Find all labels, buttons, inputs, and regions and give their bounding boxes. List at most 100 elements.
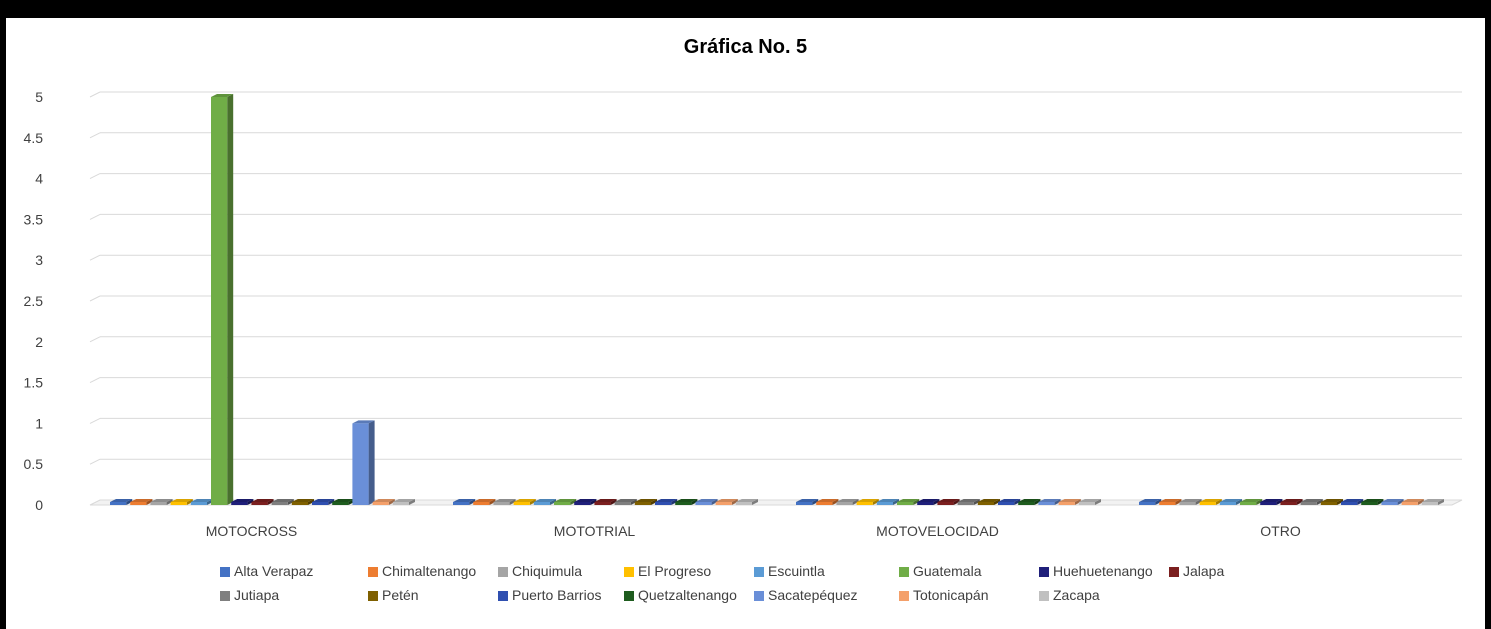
legend-swatch [498,591,508,601]
legend-item: Puerto Barrios [498,587,624,603]
bar [594,502,610,505]
y-tick-label: 0 [35,497,43,513]
x-category-label: OTRO [1260,523,1301,539]
bar [1079,502,1095,505]
x-category-label: MOTOCROSS [206,523,298,539]
legend-swatch [220,591,230,601]
bar [1341,502,1357,505]
bar [1200,502,1216,505]
bar [534,502,550,505]
legend-label: Zacapa [1053,587,1100,603]
gridline-depth [90,337,100,342]
bar [473,502,489,505]
legend-item: Totonicapán [899,587,1039,603]
bar [736,502,752,505]
y-tick-label: 1 [35,415,43,431]
y-tick-label: 1.5 [24,375,44,391]
bar [816,502,832,505]
legend-item: Zacapa [1039,587,1169,603]
x-category-label: MOTOTRIAL [554,523,636,539]
bar [1280,502,1296,505]
legend-item: Quetzaltenango [624,587,754,603]
gridline-depth [90,133,100,138]
bar [1179,502,1195,505]
bar [1381,502,1397,505]
bar [917,502,933,505]
bar [937,502,953,505]
y-tick-label: 0.5 [24,456,44,472]
gridline-depth [90,255,100,260]
gridline-depth [90,418,100,423]
bar [554,502,570,505]
bar [292,502,308,505]
bar [615,502,631,505]
bar [857,502,873,505]
bar [998,502,1014,505]
bar [1220,502,1236,505]
legend-item: Chimaltenango [368,563,498,579]
bar [1422,502,1438,505]
y-tick-label: 2.5 [24,293,44,309]
legend-item: Jutiapa [220,587,368,603]
legend-item: Petén [368,587,498,603]
bar [655,502,671,505]
bar [1301,502,1317,505]
legend-label: Puerto Barrios [512,587,601,603]
gridline-depth [90,92,100,97]
bar [1159,502,1175,505]
bar [716,502,732,505]
bar [836,502,852,505]
legend-label: Alta Verapaz [234,563,313,579]
bar [231,502,247,505]
legend-label: Chiquimula [512,563,582,579]
legend-label: El Progreso [638,563,711,579]
bar [574,502,590,505]
legend-item: Guatemala [899,563,1039,579]
legend-label: Jalapa [1183,563,1224,579]
bar [150,502,166,505]
bar [272,502,288,505]
legend-swatch [624,567,634,577]
legend-label: Huehuetenango [1053,563,1153,579]
legend-label: Quetzaltenango [638,587,737,603]
legend-item: Jalapa [1169,563,1259,579]
bar [675,502,691,505]
legend-swatch [899,567,909,577]
legend-item: El Progreso [624,563,754,579]
bar-side [369,420,375,505]
bar-side [227,94,233,505]
legend-label: Totonicapán [913,587,989,603]
legend-row: Jutiapa Petén Puerto Barrios Quetzaltenango… [220,586,1280,610]
legend-swatch [1169,567,1179,577]
bar [1059,502,1075,505]
bar [1321,502,1337,505]
legend-label: Jutiapa [234,587,279,603]
bar [352,423,368,505]
bar [1260,502,1276,505]
bar [1018,502,1034,505]
bar [373,502,389,505]
y-tick-label: 5 [35,89,43,105]
legend-swatch [624,591,634,601]
bar [695,502,711,505]
chart-legend: Alta Verapaz Chimaltenango Chiquimula El Pr… [220,562,1280,610]
bar [958,502,974,505]
legend-swatch [498,567,508,577]
legend-item: Sacatepéquez [754,587,899,603]
legend-item: Alta Verapaz [220,563,368,579]
legend-swatch [754,591,764,601]
bar [1402,502,1418,505]
bar [171,502,187,505]
bar [635,502,651,505]
legend-swatch [754,567,764,577]
bar [1361,502,1377,505]
legend-label: Chimaltenango [382,563,476,579]
y-tick-label: 2 [35,334,43,350]
legend-label: Guatemala [913,563,981,579]
gridline-depth [90,214,100,219]
legend-item: Chiquimula [498,563,624,579]
bar [1139,502,1155,505]
y-tick-label: 4.5 [24,130,44,146]
legend-swatch [368,591,378,601]
